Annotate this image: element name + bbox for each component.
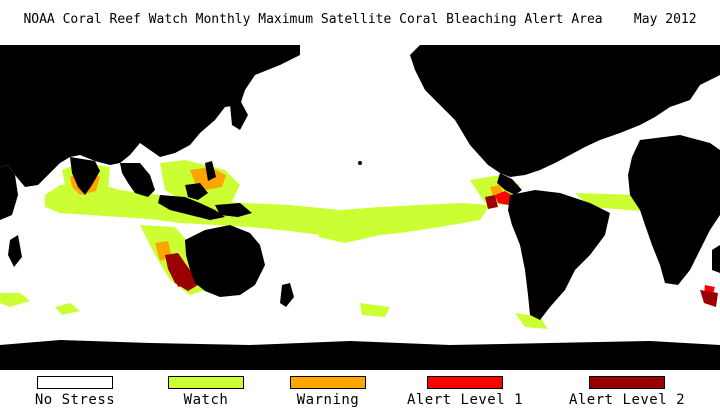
land-new-zealand xyxy=(280,283,294,307)
land-madagascar xyxy=(712,245,720,273)
legend-label-no-stress: No Stress xyxy=(34,392,116,408)
legend-swatch-alert2 xyxy=(589,376,665,389)
land-greenland xyxy=(600,45,660,70)
land-south-america xyxy=(508,190,610,320)
land-madagascar-left xyxy=(8,235,22,267)
map-title: NOAA Coral Reef Watch Monthly Maximum Sa… xyxy=(23,12,697,27)
land-north-america xyxy=(410,45,720,177)
legend: No Stress Watch Warning Alert Level 1 Al… xyxy=(0,376,720,411)
land-antarctica xyxy=(0,340,720,370)
legend-swatch-warning xyxy=(290,376,366,389)
land-hawaii xyxy=(358,161,362,165)
land-central-america xyxy=(497,173,522,195)
legend-item-warning: Warning xyxy=(263,376,393,408)
legend-label-alert2: Alert Level 2 xyxy=(568,392,686,408)
legend-item-alert2: Alert Level 2 xyxy=(562,376,692,408)
land-southeast-asia xyxy=(120,163,155,197)
legend-item-no-stress: No Stress xyxy=(10,376,140,408)
land-japan xyxy=(230,100,248,130)
legend-label-watch: Watch xyxy=(183,392,229,408)
land-philippines xyxy=(205,161,216,181)
land-borneo xyxy=(185,183,208,200)
land-indonesia xyxy=(158,195,225,220)
legend-swatch-no-stress xyxy=(37,376,113,389)
legend-item-alert1: Alert Level 1 xyxy=(400,376,530,408)
world-map xyxy=(0,45,720,370)
legend-swatch-watch xyxy=(168,376,244,389)
legend-item-watch: Watch xyxy=(141,376,271,408)
land-india xyxy=(70,157,100,195)
legend-label-alert1: Alert Level 1 xyxy=(406,392,524,408)
land-australia xyxy=(185,225,265,297)
land-africa-left xyxy=(0,165,18,220)
legend-swatch-alert1 xyxy=(427,376,503,389)
legend-label-warning: Warning xyxy=(296,392,360,408)
land-africa xyxy=(628,135,720,285)
land-masses xyxy=(0,45,720,370)
land-new-guinea xyxy=(215,203,252,217)
land-europe-africa xyxy=(0,45,300,187)
